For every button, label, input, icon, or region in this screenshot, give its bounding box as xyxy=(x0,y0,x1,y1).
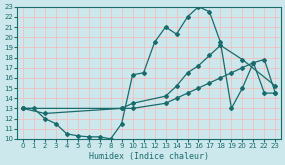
X-axis label: Humidex (Indice chaleur): Humidex (Indice chaleur) xyxy=(89,152,209,161)
